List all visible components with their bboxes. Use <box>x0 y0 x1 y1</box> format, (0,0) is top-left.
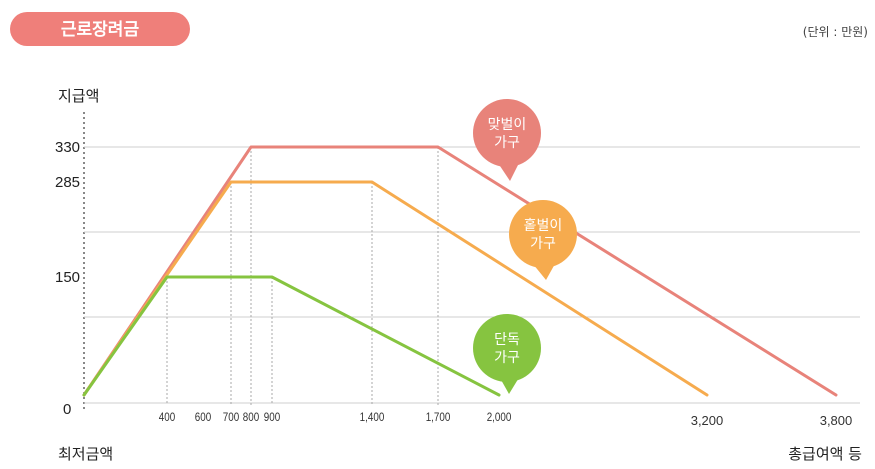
y-tick-labels: 150 285 330 <box>55 139 80 286</box>
series-name-2-line-1: 가구 <box>494 350 520 366</box>
x-tick-labels: 400 600 700 800 900 1,400 1,700 2,000 3,200 3,800 <box>159 411 852 428</box>
series-bubble-circle-2 <box>473 314 541 382</box>
title-badge-label: 근로장려금 <box>61 20 140 40</box>
series-lines <box>82 145 838 397</box>
series-line-1 <box>82 180 709 397</box>
x-tick-400: 400 <box>159 411 175 424</box>
series-name-0-line-1: 가구 <box>494 135 520 151</box>
y-axis-title: 지급액 <box>58 87 99 105</box>
title-badge-background <box>10 12 190 46</box>
unit-label: (단위 : 만원) <box>803 25 868 39</box>
series-line-2 <box>82 275 501 397</box>
series-bubble-circle-1 <box>509 200 577 268</box>
x-tick-1700: 1,700 <box>426 411 451 424</box>
x-origin-label: 최저금액 <box>58 445 113 463</box>
x-tick-600: 600 <box>195 411 211 424</box>
series-name-1-line-0: 홑벌이 <box>524 218 563 234</box>
y-tick-330: 330 <box>55 139 80 156</box>
series-name-1-line-1: 가구 <box>530 236 556 252</box>
grid <box>84 146 860 404</box>
x-tick-700: 700 <box>223 411 239 424</box>
y-origin-label: 0 <box>63 401 71 418</box>
x-tick-2000: 2,000 <box>487 411 512 424</box>
series-bubble-circle-0 <box>473 99 541 167</box>
x-tick-900: 900 <box>264 411 280 424</box>
x-tick-3800: 3,800 <box>820 413 853 428</box>
y-tick-150: 150 <box>55 269 80 286</box>
series-name-0-line-0: 맞벌이 <box>488 117 527 133</box>
x-tick-3200: 3,200 <box>691 413 724 428</box>
title-badge: 근로장려금 <box>10 12 190 46</box>
series-line-0 <box>82 145 838 397</box>
series-bubble-tail-0 <box>498 163 519 181</box>
y-tick-285: 285 <box>55 174 80 191</box>
x-axis-title: 총급여액 등 <box>788 445 862 463</box>
series-name-2-line-0: 단독 <box>494 332 520 348</box>
x-tick-800: 800 <box>243 411 259 424</box>
x-tick-1400: 1,400 <box>360 411 385 424</box>
